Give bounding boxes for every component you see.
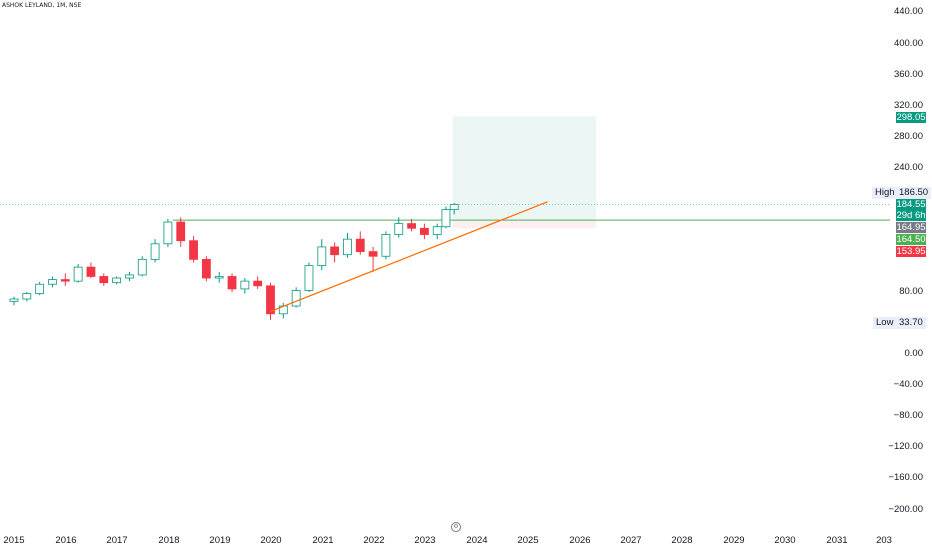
x-tick-label: 2015 [3, 535, 25, 546]
x-tick-label: 2025 [517, 535, 539, 546]
x-tick-label: 2031 [826, 535, 848, 546]
x-tick-label: 2028 [671, 535, 693, 546]
candle-body [9, 298, 19, 302]
entry-price-badge: 164.95 [896, 222, 926, 233]
y-tick-label: −40.00 [893, 379, 923, 390]
candle-body [150, 243, 160, 260]
y-tick-label: −160.00 [888, 472, 923, 483]
x-tick-label: 2016 [55, 535, 77, 546]
y-tick-label: 280.00 [893, 131, 923, 142]
y-tick-label: 440.00 [893, 6, 923, 17]
candle-body [432, 226, 442, 235]
x-tick-label: 2021 [312, 535, 334, 546]
stop-price-badge: 153.95 [896, 246, 926, 257]
x-tick-label: 2018 [158, 535, 180, 546]
low-label: Low [873, 317, 897, 329]
candle-body [291, 290, 301, 307]
y-tick-label: 360.00 [893, 69, 923, 80]
candle-body [355, 238, 365, 252]
countdown-badge: 29d 6h [896, 210, 926, 221]
profit-zone [452, 116, 597, 220]
candle-body [441, 209, 451, 228]
candle-body [227, 276, 237, 290]
candle-body [201, 258, 211, 279]
exchange-label: NSE [69, 2, 82, 9]
candle-body [73, 266, 83, 282]
candle-body [48, 279, 57, 285]
y-tick-label: 240.00 [893, 162, 923, 173]
candle-body [137, 258, 147, 276]
high-value: 186.50 [896, 187, 932, 199]
y-tick-label: 0.00 [904, 348, 924, 359]
candle-body [419, 227, 429, 235]
candle-body [368, 251, 378, 257]
candle-body [35, 283, 45, 294]
chart-title: ASHOK LEYLAND, 1M, NSE [2, 2, 82, 9]
stop-zone [452, 219, 597, 229]
candle-body [343, 238, 352, 256]
x-tick-label: 2017 [106, 535, 128, 546]
x-tick-label: 2029 [723, 535, 745, 546]
candle-body [381, 234, 391, 257]
candle-body [125, 274, 134, 279]
candle-body [317, 246, 327, 266]
candle-body [304, 265, 314, 291]
x-tick-label: 2030 [774, 535, 796, 546]
x-tick-label: 2020 [260, 535, 282, 546]
x-tick-label: 203 [876, 535, 892, 546]
high-label: High [872, 187, 898, 199]
y-tick-label: −200.00 [888, 504, 923, 515]
x-tick-label: 2027 [620, 535, 642, 546]
candle-body [60, 279, 70, 282]
interval-label: 1M [56, 2, 66, 9]
low-value: 33.70 [896, 317, 926, 329]
candle-body [86, 266, 96, 277]
y-tick-label: 400.00 [893, 38, 923, 49]
candle-body [449, 204, 459, 211]
last-price-badge: 184.55 [896, 199, 926, 210]
candle-body [189, 240, 198, 260]
candle-body [394, 223, 404, 235]
candle-body [22, 293, 32, 300]
x-tick-label: 2024 [466, 535, 488, 546]
y-tick-label: 80.00 [899, 286, 923, 297]
y-tick-label: 320.00 [893, 100, 923, 111]
y-tick-label: −80.00 [893, 410, 923, 421]
candle-body [214, 276, 224, 279]
candle-body [112, 277, 121, 284]
symbol-name: ASHOK LEYLAND [2, 2, 53, 9]
candle-body [240, 280, 250, 290]
level-price-badge: 164.50 [896, 234, 926, 245]
trendline [270, 201, 548, 313]
x-tick-label: 2026 [569, 535, 591, 546]
candle-body [407, 223, 416, 229]
candle-body [163, 221, 173, 245]
candle-body [99, 276, 109, 284]
target-price-badge: 298.05 [896, 112, 926, 123]
candle-body [330, 246, 340, 256]
x-tick-label: 2023 [414, 535, 436, 546]
y-tick-label: −120.00 [888, 441, 923, 452]
candle-body [176, 221, 186, 242]
gear-icon[interactable]: ⚙ [451, 522, 461, 532]
candle-body [253, 280, 263, 287]
x-tick-label: 2019 [209, 535, 231, 546]
x-tick-label: 2022 [363, 535, 385, 546]
candle-body [266, 285, 275, 315]
